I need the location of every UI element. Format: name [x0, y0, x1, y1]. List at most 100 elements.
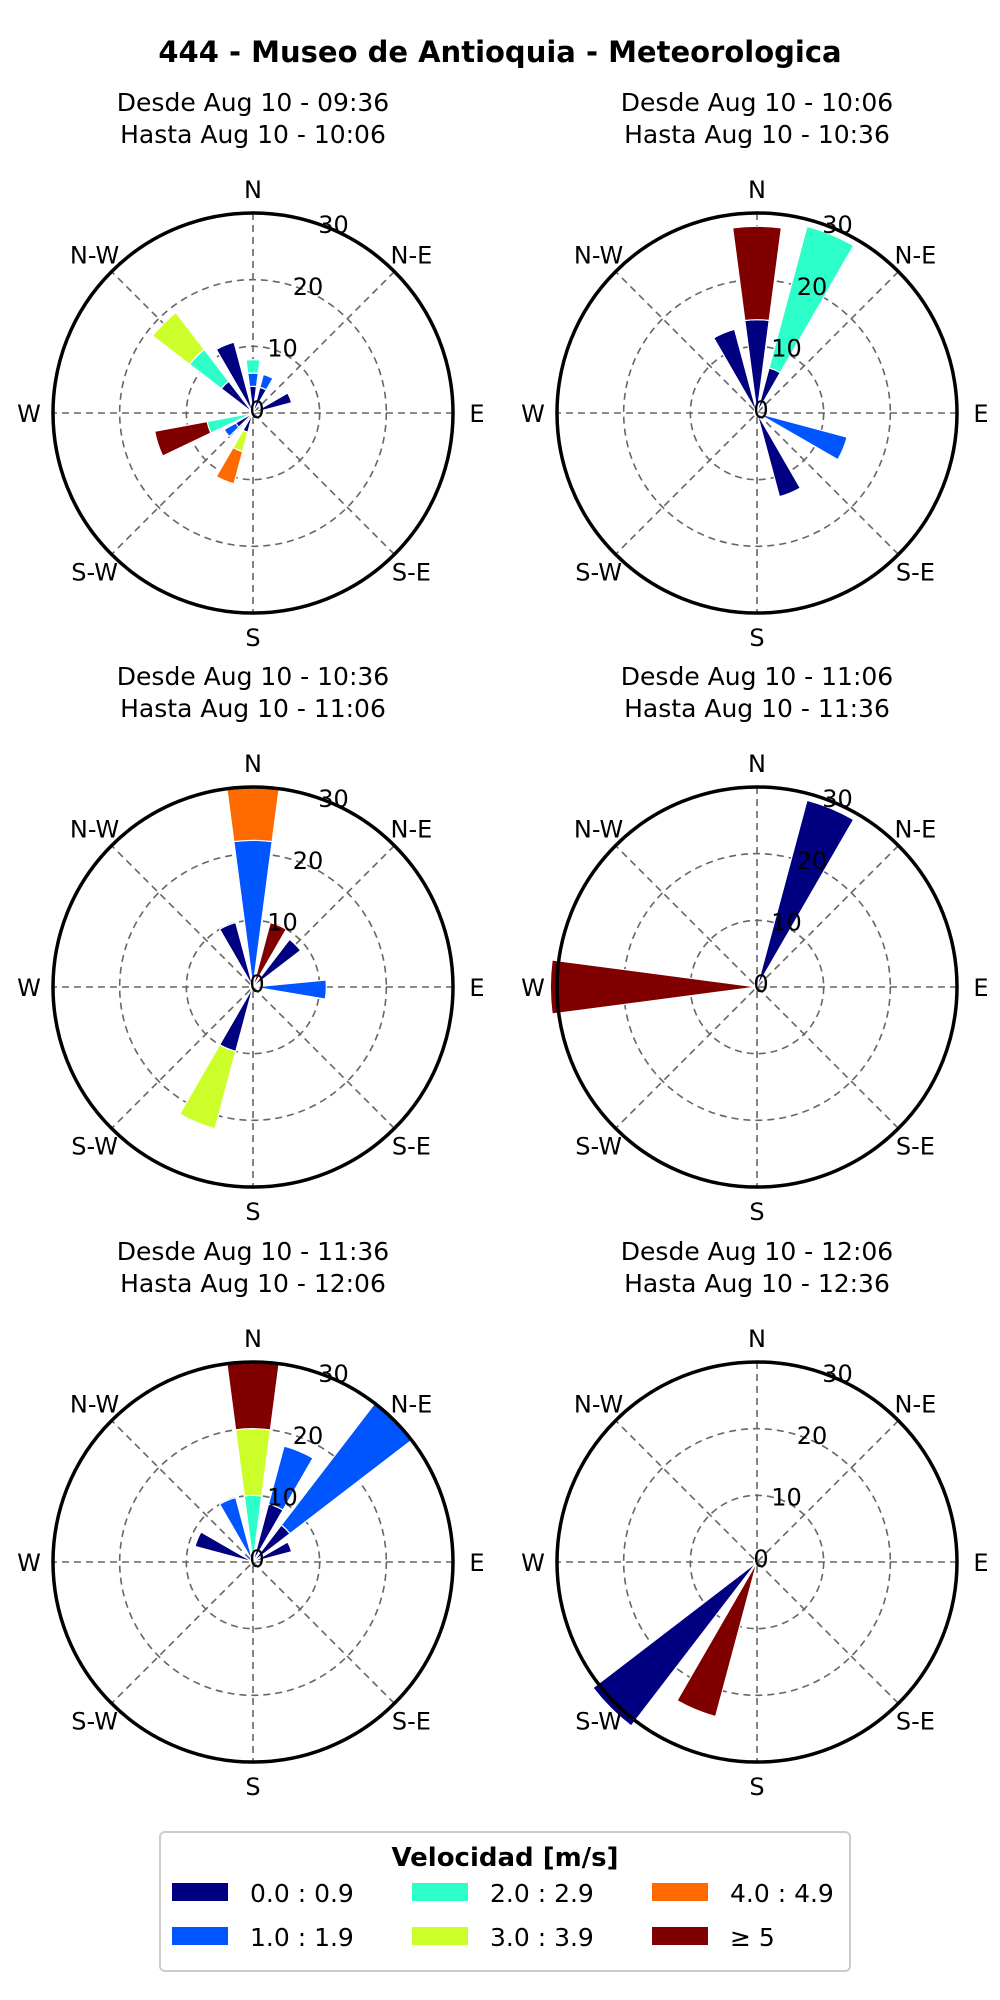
legend-label: 3.0 : 3.9 [490, 1923, 594, 1952]
polar-frame [51, 211, 455, 615]
windrose-bar [252, 1541, 293, 1563]
legend-title: Velocidad [m/s] [391, 1843, 618, 1873]
radial-tick-label: 10 [771, 334, 802, 362]
direction-label: S-W [575, 1707, 622, 1735]
windrose-bar [218, 1496, 254, 1563]
direction-label: S [749, 1773, 764, 1801]
windrose-panel-3: Desde Aug 10 - 10:36 Hasta Aug 10 - 11:06… [17, 662, 484, 1226]
windrose-bar [549, 959, 758, 1015]
panel-subtitle-line: Desde Aug 10 - 12:06 [621, 1237, 893, 1266]
direction-label: W [17, 974, 41, 1002]
legend-label: 4.0 : 4.9 [730, 1879, 834, 1908]
radial-tick-label: 0 [249, 970, 264, 998]
direction-label: N [748, 750, 766, 778]
radial-tick-label: 30 [822, 785, 853, 813]
radial-tick-label: 30 [822, 1360, 853, 1388]
windrose-bar [151, 311, 206, 366]
legend-label: 2.0 : 2.9 [490, 1879, 594, 1908]
windrose-bar [676, 1561, 758, 1718]
windrose-panel-1: Desde Aug 10 - 09:36 Hasta Aug 10 - 10:06… [17, 88, 484, 652]
legend-swatch [412, 1883, 468, 1901]
legend-label: 1.0 : 1.9 [250, 1923, 354, 1952]
panel-subtitle-line: Desde Aug 10 - 10:36 [117, 662, 389, 691]
windrose-bar [756, 412, 802, 498]
direction-label: S-W [575, 558, 622, 586]
windrose-bar [712, 328, 758, 414]
direction-label: N-W [70, 242, 119, 270]
windrose-bar [178, 1043, 237, 1130]
direction-label: N [748, 1325, 766, 1353]
radial-tick-label: 20 [293, 847, 324, 875]
direction-label: N-W [574, 816, 623, 844]
direction-label: N-E [391, 242, 433, 270]
direction-label: W [17, 400, 41, 428]
angular-gridline [111, 1420, 395, 1704]
windrose-bar [252, 938, 302, 988]
angular-gridline [615, 1420, 899, 1704]
direction-label: E [973, 400, 988, 428]
windrose-bar [592, 1561, 758, 1727]
windrose-bar [252, 392, 293, 414]
windrose-bar [226, 1361, 280, 1431]
figure-title: 444 - Museo de Antioquia - Meteorologica [158, 35, 841, 69]
direction-label: S-W [71, 1707, 118, 1735]
direction-label: N-W [70, 1391, 119, 1419]
direction-label: N [244, 750, 262, 778]
panel-subtitle-line: Hasta Aug 10 - 10:36 [624, 120, 890, 149]
direction-label: E [973, 1549, 988, 1577]
windrose-bar [153, 420, 212, 457]
radial-tick-label: 10 [267, 1483, 298, 1511]
radial-tick-label: 10 [267, 908, 298, 936]
panel-subtitle-line: Desde Aug 10 - 10:06 [621, 88, 893, 117]
windrose-bar [756, 412, 848, 461]
direction-label: N-E [895, 1391, 937, 1419]
windrose-bar [756, 799, 855, 988]
direction-label: S-W [71, 1132, 118, 1160]
direction-label: S [245, 1198, 260, 1226]
radial-tick-label: 20 [293, 1422, 324, 1450]
windrose-panels: Desde Aug 10 - 09:36 Hasta Aug 10 - 10:06… [17, 88, 988, 1801]
direction-label: S [749, 624, 764, 652]
windrose-panel-4: Desde Aug 10 - 11:06 Hasta Aug 10 - 11:36… [521, 662, 988, 1226]
windrose-bar [245, 359, 261, 375]
direction-label: N-E [391, 816, 433, 844]
radial-tick-label: 20 [797, 847, 828, 875]
legend-label: ≥ 5 [730, 1923, 775, 1952]
direction-label: S-W [575, 1132, 622, 1160]
panel-subtitle-line: Hasta Aug 10 - 11:06 [120, 694, 386, 723]
radial-tick-label: 30 [318, 785, 349, 813]
direction-label: S-E [896, 1132, 935, 1160]
windrose-bar [252, 921, 288, 988]
direction-label: N [748, 176, 766, 204]
polar-frame [51, 785, 455, 1189]
direction-label: S-E [392, 1707, 431, 1735]
windrose-bar [215, 446, 244, 485]
direction-label: N-W [574, 242, 623, 270]
panel-subtitle-line: Hasta Aug 10 - 11:36 [624, 694, 890, 723]
polar-frame [51, 1360, 455, 1764]
direction-label: N-E [391, 1391, 433, 1419]
windrose-bar [226, 786, 280, 843]
angular-gridline [615, 845, 899, 1129]
radial-tick-label: 10 [771, 1483, 802, 1511]
direction-label: S [245, 1773, 260, 1801]
windrose-bar [768, 225, 855, 374]
panel-subtitle-line: Hasta Aug 10 - 12:06 [120, 1269, 386, 1298]
radial-tick-label: 0 [753, 970, 768, 998]
direction-label: W [17, 1549, 41, 1577]
direction-label: E [973, 974, 988, 1002]
legend-swatch [412, 1927, 468, 1945]
windrose-bar [252, 979, 327, 1000]
angular-gridline [111, 271, 395, 555]
direction-label: S [245, 624, 260, 652]
windrose-bar [223, 422, 240, 438]
panel-subtitle-line: Desde Aug 10 - 11:06 [621, 662, 893, 691]
windrose-bar [259, 373, 274, 391]
polar-frame [555, 785, 959, 1189]
windrose-panel-6: Desde Aug 10 - 12:06 Hasta Aug 10 - 12:36… [521, 1237, 988, 1801]
angular-gridline [615, 845, 899, 1129]
direction-label: N-W [70, 816, 119, 844]
windrose-panel-2: Desde Aug 10 - 10:06 Hasta Aug 10 - 10:36… [521, 88, 988, 652]
legend: Velocidad [m/s] 0.0 : 0.9 1.0 : 1.9 2.0 : … [159, 1831, 851, 1972]
